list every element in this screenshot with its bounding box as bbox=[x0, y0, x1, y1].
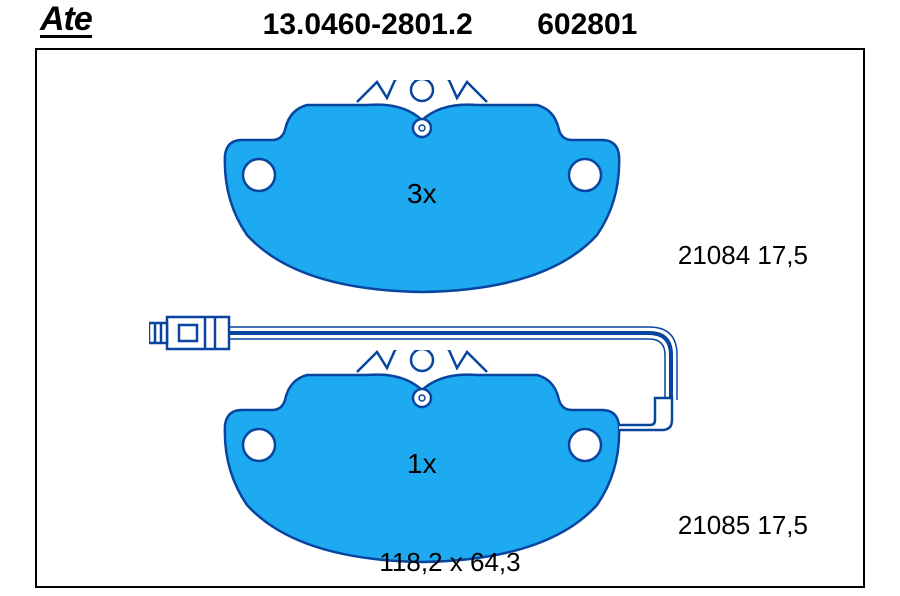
brake-pad-bottom: 1x bbox=[217, 350, 627, 545]
qty-top: 3x bbox=[407, 178, 437, 210]
alt-number: 602801 bbox=[537, 8, 637, 41]
part-number: 13.0460-2801.2 bbox=[263, 8, 473, 41]
code-bottom: 21085 17,5 bbox=[678, 510, 808, 541]
dimensions: 118,2 x 64,3 bbox=[37, 547, 863, 578]
qty-bottom: 1x bbox=[407, 448, 437, 480]
header-numbers: 13.0460-2801.2 602801 bbox=[0, 8, 900, 42]
brake-pad-top: 3x bbox=[217, 80, 627, 275]
diagram-frame: 3x 21084 17,5 bbox=[35, 48, 865, 588]
code-top: 21084 17,5 bbox=[678, 240, 808, 271]
